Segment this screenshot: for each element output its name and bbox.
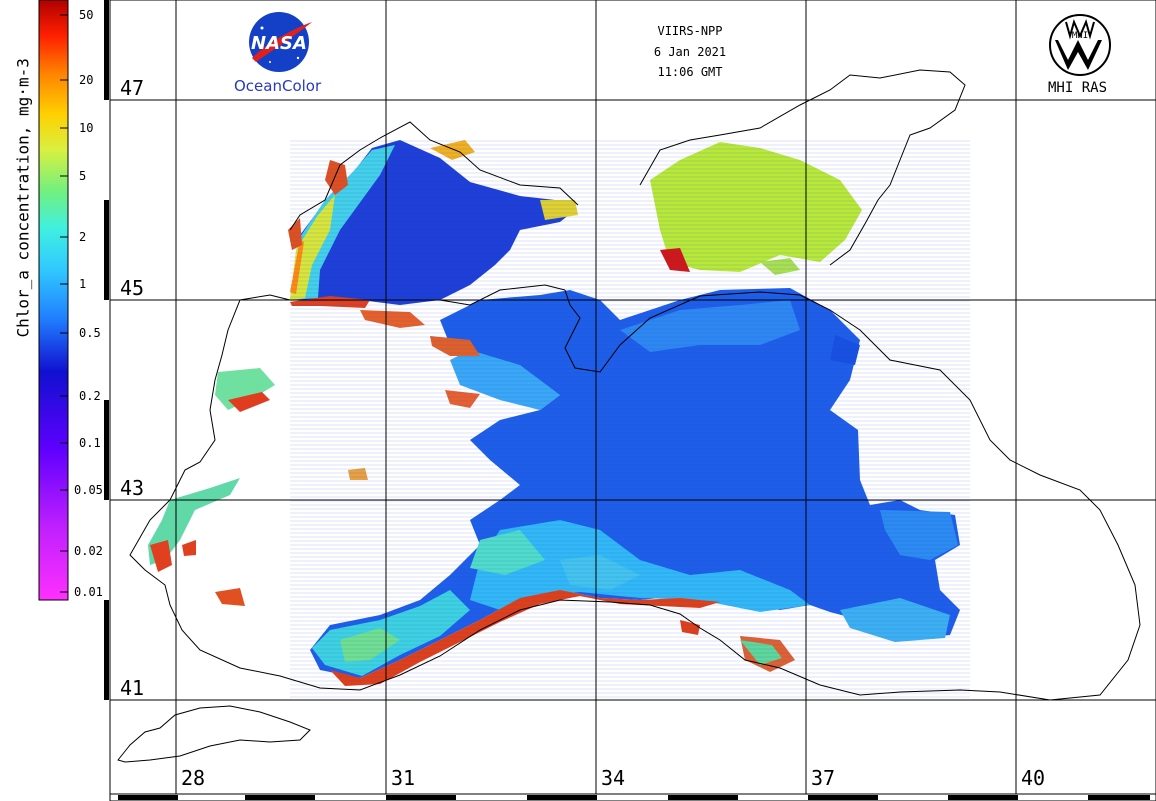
colorbar-tick-0.02: 0.02 — [74, 544, 103, 558]
colorbar-tick-0.01: 0.01 — [74, 585, 103, 599]
mhi-logo-text: MHI — [1072, 31, 1088, 41]
lat-label-43: 43 — [119, 476, 146, 500]
scale-bar-bottom — [110, 793, 1156, 800]
nasa-logo: NASA — [249, 12, 312, 72]
colorbar-tick-50: 50 — [79, 8, 94, 22]
coastline — [129, 69, 1141, 701]
lon-label-28: 28 — [180, 766, 207, 790]
lon-label-37: 37 — [810, 766, 837, 790]
colorbar-tick-0.2: 0.2 — [79, 389, 101, 403]
map-frame — [109, 0, 1156, 801]
colorbar-tick-0.5: 0.5 — [79, 326, 101, 340]
nasa-oceancolor-caption: OceanColor — [234, 77, 322, 95]
graticule — [110, 0, 1156, 794]
colorbar-tick-10: 10 — [79, 121, 94, 135]
lon-label-40: 40 — [1020, 766, 1047, 790]
colorbar-tick-0.1: 0.1 — [79, 436, 101, 450]
date-label: 6 Jan 2021 — [653, 45, 727, 59]
colorbar-tick-2: 2 — [79, 230, 87, 244]
colorbar-tick-20: 20 — [79, 73, 94, 87]
colorbar-ticks — [60, 14, 68, 593]
lat-label-45: 45 — [119, 276, 146, 300]
mhi-ras-caption: MHI RAS — [1048, 80, 1108, 96]
sea-of-marmara-coast — [117, 705, 311, 763]
colorbar — [38, 0, 69, 601]
satellite-label: VIIRS-NPP — [657, 24, 723, 38]
colorbar-tick-1: 1 — [79, 277, 87, 291]
lon-label-34: 34 — [600, 766, 627, 790]
lon-label-31: 31 — [390, 766, 417, 790]
colorbar-tick-5: 5 — [79, 169, 87, 183]
mhi-logo: MHI — [1049, 14, 1111, 76]
lat-label-41: 41 — [119, 676, 146, 700]
scale-bar-left — [104, 0, 109, 700]
lat-label-47: 47 — [119, 76, 146, 100]
crimea-coast — [439, 284, 566, 306]
colorbar-title: Chlor_a concentration, mg·m-3 — [13, 58, 33, 338]
nasa-logo-text: NASA — [251, 33, 307, 54]
colorbar-tick-0.05: 0.05 — [74, 483, 103, 497]
time-label: 11:06 GMT — [657, 65, 723, 79]
